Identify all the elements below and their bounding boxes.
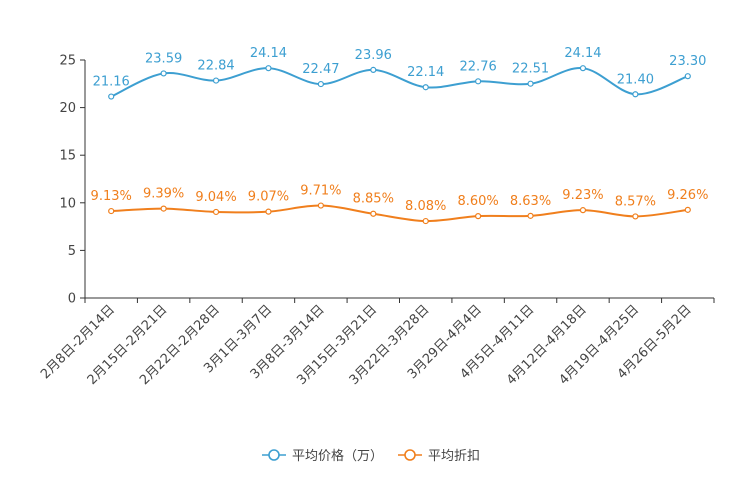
data-label: 24.14: [250, 46, 287, 61]
data-point[interactable]: [422, 217, 429, 225]
data-point[interactable]: [579, 65, 587, 72]
data-point[interactable]: [684, 73, 691, 80]
data-point[interactable]: [684, 206, 691, 213]
series-layer: 21.16 23.59 22.84 24.14 22.47 23.96 22.14 22.76…: [91, 46, 708, 225]
data-label: 22.47: [302, 62, 339, 77]
data-point[interactable]: [317, 202, 324, 209]
legend-marker-icon: [268, 449, 280, 461]
data-label: 8.60%: [457, 194, 498, 209]
data-point[interactable]: [160, 70, 167, 77]
data-point[interactable]: [370, 66, 377, 74]
legend-item-1[interactable]: 平均折扣: [398, 449, 480, 464]
axes: [84, 60, 714, 299]
data-point[interactable]: [212, 208, 220, 216]
data-label: 9.23%: [562, 188, 603, 203]
data-point[interactable]: [108, 207, 115, 215]
data-label: 9.26%: [667, 188, 708, 203]
data-point[interactable]: [527, 212, 534, 219]
data-label: 9.13%: [91, 189, 132, 204]
series-0: 21.16 23.59 22.84 24.14 22.47 23.96 22.14 22.76…: [93, 46, 706, 100]
data-point[interactable]: [579, 207, 587, 214]
data-label: 22.76: [460, 59, 497, 74]
data-label: 23.59: [145, 51, 182, 66]
series-line: [111, 204, 688, 223]
legend-label: 平均价格（万）: [292, 448, 383, 464]
data-point[interactable]: [422, 84, 429, 91]
data-point[interactable]: [265, 208, 272, 215]
data-point[interactable]: [212, 77, 220, 84]
x-ticks: 2月8日-2月14日2月15日-2月21日2月22日-2月28日3月1日-3月7…: [38, 298, 715, 388]
data-point[interactable]: [317, 80, 324, 88]
series-line: [110, 67, 689, 98]
data-label: 8.85%: [353, 192, 394, 207]
data-label: 9.71%: [300, 184, 341, 199]
data-label: 23.30: [669, 54, 706, 69]
data-point[interactable]: [527, 80, 534, 87]
series-1: 9.13% 9.39% 9.04% 9.07% 9.71% 8.85% 8.08% 8.60%…: [91, 184, 708, 225]
data-point[interactable]: [108, 93, 115, 100]
data-label: 22.51: [512, 62, 549, 77]
data-label: 8.08%: [405, 199, 446, 214]
data-label: 9.04%: [195, 190, 236, 205]
legend-label: 平均折扣: [428, 449, 480, 464]
data-label: 8.57%: [615, 194, 656, 209]
y-tick-label: 10: [59, 196, 76, 211]
data-label: 24.14: [564, 46, 601, 61]
data-point[interactable]: [160, 205, 167, 212]
y-ticks: 0 5 10 15 20 25: [59, 54, 85, 307]
data-label: 22.14: [407, 65, 444, 80]
data-label: 9.07%: [248, 190, 289, 205]
y-tick-label: 20: [59, 101, 76, 116]
data-point[interactable]: [475, 78, 482, 85]
data-label: 23.96: [355, 48, 392, 63]
y-tick-label: 0: [68, 292, 76, 307]
data-point[interactable]: [475, 213, 482, 220]
y-tick-label: 15: [59, 149, 76, 164]
data-label: 21.40: [617, 72, 654, 87]
data-point[interactable]: [632, 213, 639, 220]
data-label: 8.63%: [510, 194, 551, 209]
data-point[interactable]: [370, 210, 377, 217]
data-label: 22.84: [197, 59, 234, 74]
legend-marker-icon: [404, 449, 416, 461]
data-point[interactable]: [632, 91, 639, 98]
data-label: 21.16: [93, 75, 130, 90]
data-point[interactable]: [265, 65, 272, 72]
legend-item-0[interactable]: 平均价格（万）: [262, 448, 383, 464]
data-label: 9.39%: [143, 187, 184, 202]
y-tick-label: 25: [59, 54, 76, 69]
y-tick-label: 5: [68, 244, 76, 259]
legend: 平均价格（万） 平均折扣: [262, 448, 480, 464]
